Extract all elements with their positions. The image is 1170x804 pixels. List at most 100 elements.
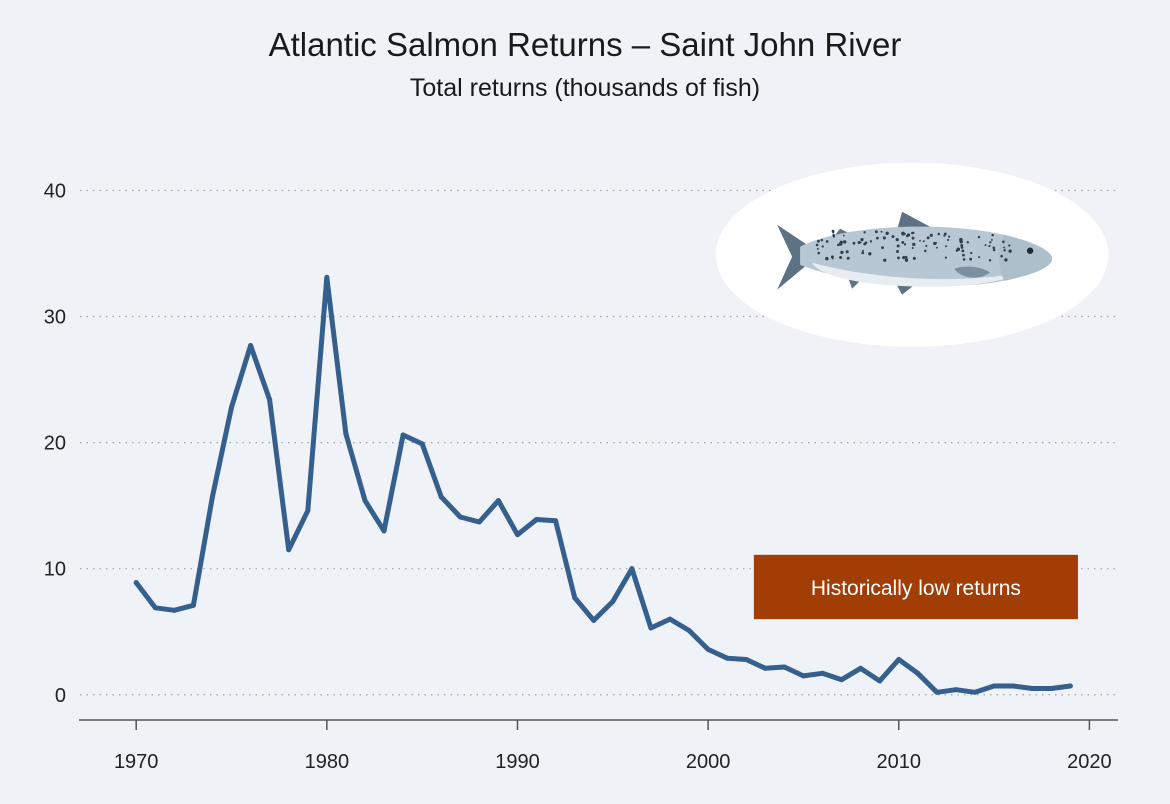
- fish-spot: [948, 235, 951, 238]
- annotation: Historically low returns: [753, 554, 1078, 620]
- data-point-1999: [686, 627, 692, 633]
- data-point-2007: [839, 677, 845, 683]
- data-point-1978: [286, 547, 292, 553]
- data-point-2002: [743, 656, 749, 662]
- data-point-2008: [858, 665, 864, 671]
- data-point-2013: [953, 687, 959, 693]
- fish-spot: [911, 231, 914, 235]
- fish-spot: [969, 257, 973, 261]
- data-point-2005: [800, 673, 806, 679]
- x-tick-label: 1990: [495, 751, 540, 773]
- fish-spot: [817, 239, 820, 243]
- data-point-2006: [820, 670, 826, 676]
- fish-spot: [1009, 250, 1012, 253]
- data-point-2001: [724, 655, 730, 661]
- fish-spot: [962, 253, 965, 257]
- fish-spot: [839, 256, 843, 260]
- data-point-1977: [267, 397, 273, 403]
- fish-spot: [816, 247, 819, 250]
- fish-spot: [842, 234, 845, 237]
- fish-dorsal-fin: [897, 211, 931, 230]
- fish-spot: [891, 235, 895, 239]
- fish-spot: [859, 241, 862, 244]
- fish-spot: [911, 236, 915, 240]
- fish-spot: [832, 231, 835, 234]
- salmon-icon: [777, 211, 1053, 295]
- data-point-1981: [343, 431, 349, 437]
- x-tick-label: 1970: [114, 751, 159, 773]
- data-point-1983: [381, 528, 387, 534]
- fish-spot: [868, 252, 872, 256]
- fish-spot: [860, 238, 864, 242]
- fish-spot: [992, 248, 996, 252]
- fish-spot: [943, 234, 946, 237]
- y-tick-label: 0: [55, 685, 66, 707]
- y-axis: 0 10 20 30 40: [44, 180, 66, 706]
- data-point-1994: [591, 617, 597, 623]
- fish-spot: [881, 246, 884, 250]
- fish-spot: [896, 250, 899, 253]
- data-point-1976: [248, 343, 254, 349]
- fish-spot: [861, 251, 864, 255]
- fish-spot: [821, 245, 824, 248]
- fish-spot: [904, 255, 908, 259]
- fish-spot: [832, 235, 835, 238]
- data-point-2011: [915, 670, 921, 676]
- fish-spot: [919, 239, 921, 242]
- series-line-0: [133, 274, 1073, 695]
- fish-spot: [904, 258, 909, 262]
- fish-spot: [912, 242, 916, 247]
- fish-spot: [882, 236, 886, 240]
- y-tick-label: 20: [44, 433, 66, 455]
- data-point-1970: [133, 580, 139, 586]
- data-point-1992: [553, 518, 559, 524]
- data-point-1996: [629, 566, 635, 572]
- fish-spot: [992, 246, 996, 250]
- fish-spot: [895, 238, 899, 242]
- fish-spot: [960, 243, 964, 247]
- fish-spot: [1003, 246, 1006, 249]
- data-point-1989: [495, 498, 501, 504]
- fish-spot: [937, 232, 941, 236]
- x-tick-label: 2010: [877, 751, 922, 773]
- data-point-1982: [362, 498, 368, 504]
- data-point-1986: [438, 494, 444, 500]
- fish-spot: [959, 240, 963, 244]
- data-point-1971: [152, 605, 158, 611]
- fish-spot: [902, 256, 906, 260]
- fish-spot: [924, 249, 927, 253]
- data-point-2019: [1067, 683, 1073, 689]
- data-point-1984: [400, 432, 406, 438]
- fish-spot: [1002, 240, 1005, 244]
- data-point-1998: [667, 616, 673, 622]
- y-tick-label: 40: [44, 180, 66, 202]
- fish-spot: [863, 231, 866, 234]
- data-point-2016: [1010, 683, 1016, 689]
- fish-spot: [1008, 244, 1011, 247]
- data-point-1985: [419, 441, 425, 447]
- fish-spot: [935, 241, 938, 244]
- fish-head: [998, 234, 1053, 281]
- fish-spot: [901, 241, 905, 244]
- fish-spot: [1004, 258, 1008, 262]
- fish-tail: [777, 224, 808, 290]
- x-tick-label: 2000: [686, 751, 731, 773]
- fish-spot: [839, 240, 843, 244]
- data-point-2009: [877, 678, 883, 684]
- data-point-1972: [171, 607, 177, 613]
- fish-spot: [943, 232, 947, 236]
- fish-spot: [966, 241, 970, 244]
- data-point-1990: [514, 532, 520, 538]
- fish-spot: [825, 256, 829, 261]
- data-point-1991: [534, 517, 540, 523]
- fish-spot: [929, 233, 933, 237]
- fish-spot: [947, 238, 950, 242]
- series-layer: [133, 274, 1073, 695]
- x-axis: 1970 1980 1990 2000 2010 2020: [79, 719, 1118, 773]
- fish-spot: [961, 249, 965, 253]
- fish-spot: [852, 241, 856, 245]
- data-point-2014: [972, 689, 978, 695]
- data-point-1995: [610, 598, 616, 604]
- data-point-2018: [1048, 685, 1054, 691]
- fish-spot: [978, 256, 981, 259]
